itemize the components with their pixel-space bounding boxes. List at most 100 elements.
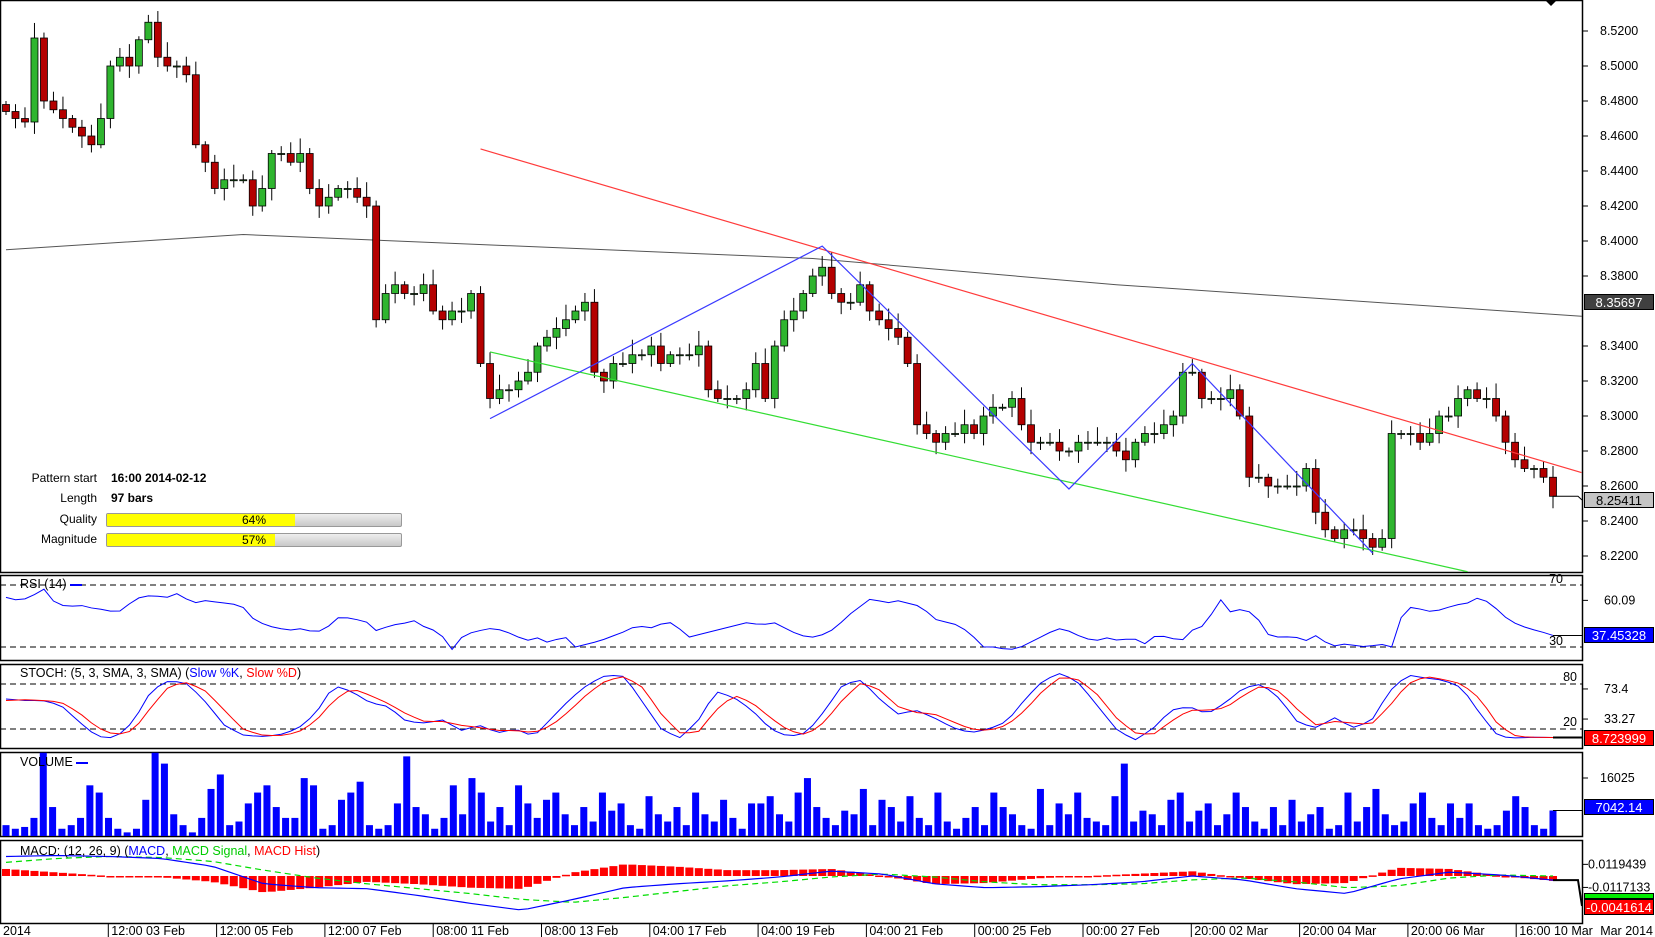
volume-bar: [77, 817, 85, 836]
candle-down: [1235, 389, 1244, 417]
macd-hist-bar: [979, 876, 988, 884]
volume-bar: [1456, 817, 1464, 836]
candle-down: [1359, 529, 1368, 539]
volume-bar: [636, 828, 644, 836]
candle-up: [960, 424, 969, 434]
volume-bar: [766, 796, 774, 836]
volume-bar: [254, 792, 262, 836]
volume-bar: [505, 825, 513, 836]
macd-hist-bar: [618, 864, 627, 876]
macd-hist-bar: [486, 876, 495, 889]
pattern-start-label: Pattern start: [31, 471, 97, 485]
resistance-line: [480, 148, 1582, 474]
candle-up: [106, 65, 115, 119]
candle-down: [153, 21, 162, 58]
macd-hist-bar: [1178, 871, 1187, 876]
price-tick-label: 8.3400: [1600, 339, 1638, 353]
pane-border: [0, 839, 1584, 925]
candle-down: [1027, 424, 1035, 443]
macd-hist-bar: [1150, 873, 1159, 876]
axes: 8.5200 8.5000 8.4800 8.4600 8.4400 8.4200 8.40…: [3, 24, 1653, 937]
volume-bar: [981, 825, 989, 836]
candle-up: [1008, 398, 1016, 408]
stoch-tick-label: 73.4: [1604, 682, 1628, 696]
volume-bar: [757, 803, 765, 836]
macd-sep-1: ,: [165, 844, 173, 858]
macd-hist-bar: [467, 876, 476, 888]
candle-up: [1254, 476, 1263, 479]
volume-bar: [841, 810, 849, 836]
candle-down: [21, 118, 29, 123]
macd-hist-bar: [1055, 876, 1064, 878]
macd-hist-bar: [837, 870, 846, 876]
stoch-label: STOCH: (5, 3, SMA, 3, SMA) (Slow %K, Slo…: [20, 666, 301, 680]
candle-down: [894, 328, 903, 338]
volume-bar: [356, 781, 364, 836]
candle-down: [191, 74, 200, 146]
macd-hist-bar: [49, 872, 58, 876]
macd-hist-bar: [1539, 876, 1548, 881]
candle-up: [856, 284, 865, 303]
candle-down: [1473, 389, 1481, 399]
macd-hist-bar: [1226, 876, 1235, 878]
volume-bar: [1419, 792, 1427, 836]
macd-hist-bar: [1074, 876, 1083, 878]
volume-bar: [934, 792, 942, 836]
candle-down: [486, 363, 494, 399]
scroll-marker-icon[interactable]: [1545, 0, 1557, 6]
stoch-d-legend: Slow %D: [246, 666, 297, 680]
volume-bar: [813, 807, 821, 836]
volume-bar: [160, 763, 168, 836]
volume-bar: [337, 799, 345, 836]
volume-bar: [477, 792, 485, 836]
pane-frames: [0, 0, 1584, 925]
candle-up: [1378, 538, 1387, 548]
volume-bar: [347, 792, 355, 836]
macd-hist-bar: [523, 876, 532, 887]
candle-up: [770, 345, 779, 399]
candle-down: [1245, 415, 1254, 478]
macd-hist-bar: [713, 869, 722, 876]
price-tick-label: 8.5000: [1600, 59, 1638, 73]
candle-up: [998, 406, 1007, 409]
macd-hist-bar: [1121, 874, 1130, 876]
candle-up: [239, 179, 248, 182]
macd-hist-bar: [856, 872, 865, 876]
candle-down: [11, 111, 20, 119]
macd-signal-line: [5, 855, 1554, 903]
candle-up: [1397, 433, 1406, 435]
volume-bar: [953, 828, 961, 836]
candle-up: [1093, 441, 1102, 444]
macd-hist-bar: [1359, 876, 1368, 879]
volume-bar: [1195, 810, 1203, 836]
macd-hist-bar: [1378, 872, 1387, 876]
volume-bar: [1064, 814, 1072, 836]
candle-down: [970, 424, 978, 434]
candle-down: [837, 293, 846, 303]
stoch-k-legend: Slow %K: [189, 666, 240, 680]
macd-hist-bar: [732, 870, 741, 876]
volume-bar: [207, 788, 215, 836]
x-tick-label: 20:00 04 Mar: [1303, 924, 1377, 937]
volume-bar: [794, 792, 802, 836]
candle-up: [448, 310, 456, 321]
macd-hist-bar: [932, 876, 941, 885]
macd-hist-bar: [1083, 876, 1092, 878]
price-pane: [2, 11, 1582, 572]
macd-hist-bar: [789, 869, 798, 876]
macd-hist-bar: [410, 876, 419, 884]
candle-up: [419, 284, 428, 294]
macd-hist-bar: [941, 876, 950, 884]
candle-up: [571, 310, 580, 321]
candle-up: [1530, 468, 1538, 470]
candle-down: [1501, 415, 1510, 443]
volume-bar: [897, 821, 905, 836]
candle-up: [780, 319, 789, 347]
volume-label: VOLUME: [20, 755, 89, 769]
candle-down: [1311, 468, 1320, 513]
volume-bar: [626, 825, 634, 836]
candle-down: [59, 109, 67, 119]
volume-bar: [328, 825, 336, 836]
candle-up: [723, 398, 732, 400]
macd-hist-bar: [163, 876, 172, 878]
